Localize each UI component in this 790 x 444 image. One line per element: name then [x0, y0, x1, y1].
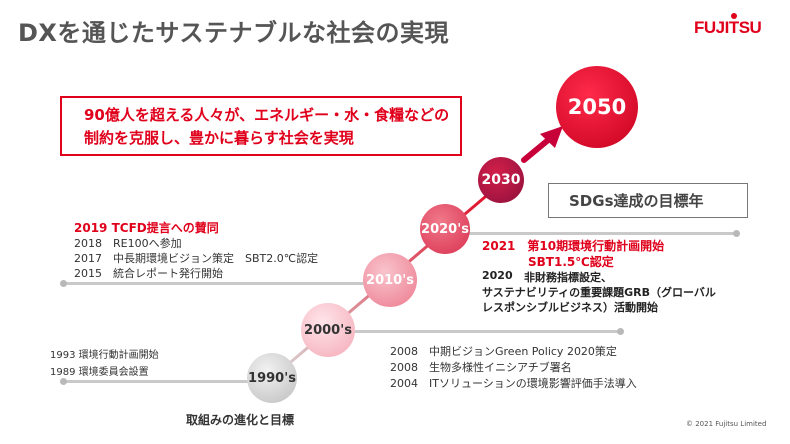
milestone-2010s-label: 2010's: [366, 272, 414, 288]
event-2020-line-3: レスポンシブルビジネス）活動開始: [482, 301, 658, 314]
event-2015: 2015 統合レポート発行開始: [74, 267, 223, 280]
timeline-line-1990s: [64, 380, 270, 383]
timeline-endcap-2010s: [60, 280, 67, 287]
event-2008-green-policy: 2008 中期ビジョンGreen Policy 2020策定: [390, 345, 617, 358]
vision-message-line-2: 制約を克服し、豊かに暮らす社会を実現: [84, 129, 354, 147]
fujitsu-logo: FUJITSU: [694, 13, 762, 38]
milestone-2050: 2050: [556, 66, 638, 148]
event-2021-line-1: 2021 第10期環境行動計画開始: [482, 239, 665, 253]
event-2008-biodiversity: 2008 生物多様性イニシアチブ署名: [390, 361, 572, 374]
tcfd-highlight: 2019 TCFD提言への賛同: [74, 221, 219, 235]
milestone-2020s: 2020's: [420, 204, 470, 254]
milestone-2030: 2030: [478, 157, 524, 203]
event-2020-year: 2020: [482, 269, 513, 282]
timeline-line-2000s: [320, 330, 620, 333]
event-2021-line-2: SBT1.5℃認定: [528, 255, 614, 269]
milestone-2010s: 2010's: [363, 253, 417, 307]
milestone-1990s: 1990's: [247, 353, 297, 403]
event-1989: 1989 環境委員会設置: [50, 367, 149, 378]
event-1993: 1993 環境行動計画開始: [50, 350, 159, 361]
milestone-2020s-label: 2020's: [421, 221, 469, 237]
page-title: DXを通じたサステナブルな社会の実現: [18, 19, 449, 47]
milestone-2000s-label: 2000's: [304, 322, 352, 338]
logo-text: FUJITSU: [694, 18, 762, 37]
event-2017: 2017 中長期環境ビジョン策定 SBT2.0℃認定: [74, 252, 319, 265]
diagram-caption: 取組みの進化と目標: [186, 413, 295, 427]
timeline-endcap-2020s: [733, 230, 740, 237]
event-2004: 2004 ITソリューションの環境影響評価手法導入: [390, 377, 637, 390]
copyright: © 2021 Fujitsu Limited: [686, 420, 767, 428]
event-2018: 2018 RE100へ参加: [74, 237, 182, 250]
timeline-endcap-2000s: [617, 328, 624, 335]
event-2020-line-2: サステナビリティの重要課題GRB（グローバル: [482, 286, 716, 299]
vision-message-text: 90億人を超える人々が、エネルギー・水・食糧などの 制約を克服し、豊かに暮らす社…: [84, 104, 449, 150]
timeline-line-2010s: [64, 282, 380, 285]
milestone-2000s: 2000's: [301, 303, 355, 357]
vision-message-box: 90億人を超える人々が、エネルギー・水・食糧などの 制約を克服し、豊かに暮らす社…: [60, 96, 462, 156]
milestone-2050-label: 2050: [567, 95, 627, 119]
milestone-2030-label: 2030: [481, 172, 521, 188]
arrow-up-right-icon: [521, 126, 563, 163]
milestone-1990s-label: 1990's: [248, 370, 296, 386]
logo-infinity-mark: [731, 13, 737, 19]
sdgs-goal-text: SDGs達成の目標年: [569, 192, 704, 210]
vision-message-line-1: 90億人を超える人々が、エネルギー・水・食糧などの: [84, 106, 450, 124]
timeline-line-2020s: [440, 232, 736, 235]
sdgs-goal-box: SDGs達成の目標年: [548, 183, 748, 218]
event-2020-line-1: 非財務指標設定、: [524, 271, 612, 284]
timeline-endcap-1990s: [60, 378, 67, 385]
